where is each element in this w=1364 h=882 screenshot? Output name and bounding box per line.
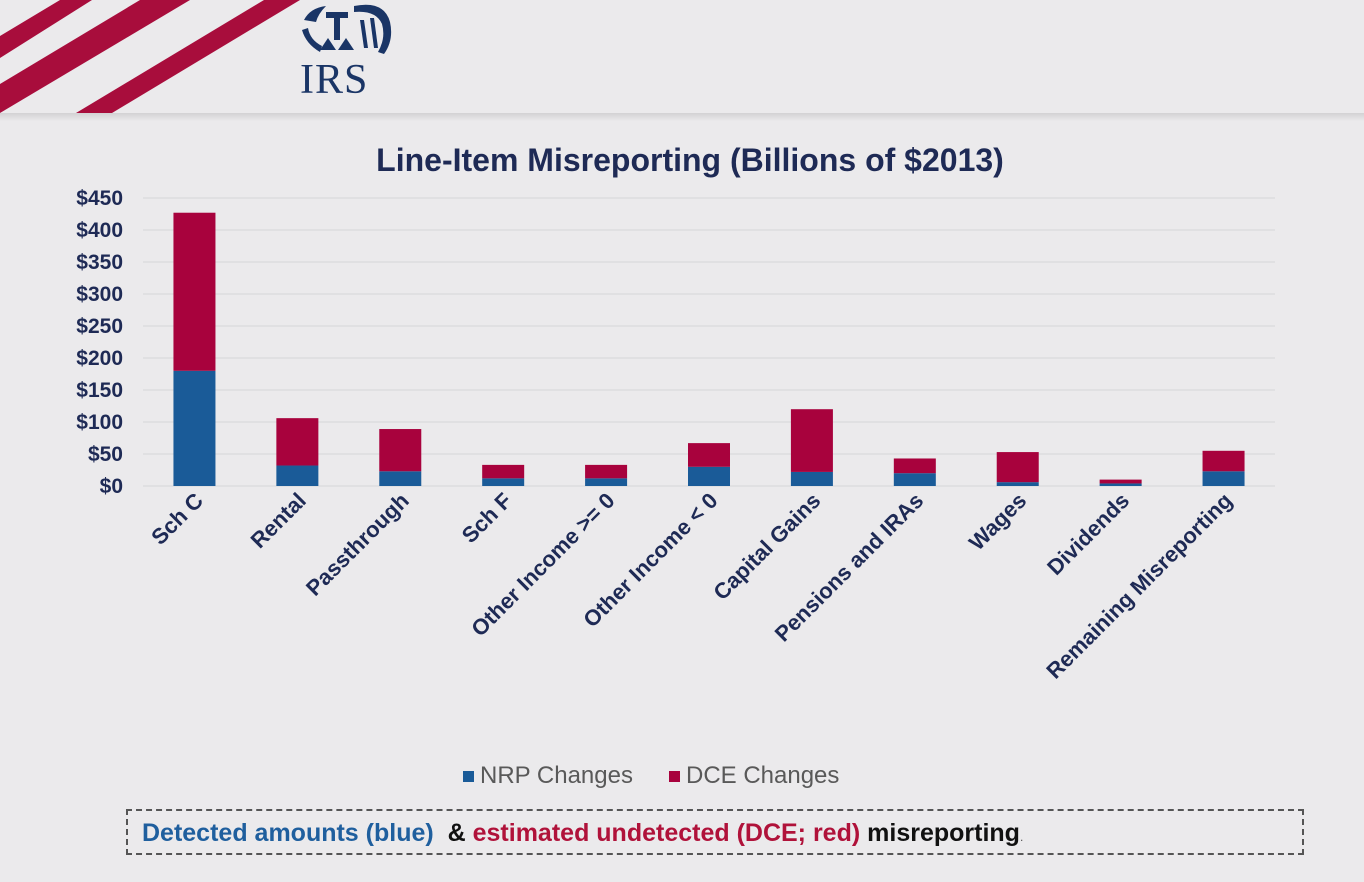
bar-nrp xyxy=(379,471,422,486)
bar-dce xyxy=(790,409,833,472)
bar-dce xyxy=(173,212,216,371)
legend-item-dce: DCE Changes xyxy=(668,762,840,790)
y-axis: $0 $50 $100 $150 $200 $250 $300 $350 $400 $450 xyxy=(76,187,123,498)
bar-dce xyxy=(379,429,422,472)
bars xyxy=(173,212,1245,486)
y-tick-label: $200 xyxy=(76,347,123,370)
bar-nrp xyxy=(790,471,833,486)
bar-dce xyxy=(996,452,1039,483)
y-tick-label: $300 xyxy=(76,283,123,306)
bar-nrp xyxy=(173,370,216,486)
gridlines xyxy=(143,197,1275,487)
y-tick-label: $100 xyxy=(76,411,123,434)
caption-ampersand: & xyxy=(447,819,466,847)
bar-dce xyxy=(893,458,936,474)
flag-stripes-decoration xyxy=(0,0,300,113)
bar-dce xyxy=(585,464,628,479)
x-tick-label: Rental xyxy=(246,488,311,553)
bar-dce xyxy=(482,464,525,479)
x-tick-label: Sch F xyxy=(457,488,517,548)
x-tick-label: Remaining Misreporting xyxy=(1041,488,1237,684)
legend-label-nrp: NRP Changes xyxy=(480,762,633,789)
y-tick-label: $400 xyxy=(76,219,123,242)
x-tick-label: Passthrough xyxy=(301,488,414,601)
bar-dce xyxy=(276,418,319,466)
bar-nrp xyxy=(688,466,730,486)
bar-nrp xyxy=(1099,483,1142,486)
legend-swatch-nrp xyxy=(463,770,474,782)
caption-detected: Detected amounts (blue) xyxy=(142,819,434,847)
bar-chart: $0 $50 $100 $150 $200 $250 $300 $350 $400 $450 Sc… xyxy=(76,187,1275,684)
y-tick-label: $0 xyxy=(100,475,123,498)
y-tick-label: $50 xyxy=(88,443,123,466)
chart-title: Line-Item Misreporting (Billions of $201… xyxy=(376,142,1004,178)
caption-period: . xyxy=(1019,830,1024,844)
x-tick-label: Sch C xyxy=(146,488,208,550)
bar-nrp xyxy=(585,478,628,486)
y-tick-label: $150 xyxy=(76,379,123,402)
x-tick-label: Capital Gains xyxy=(708,488,825,605)
caption-box: Detected amounts (blue) & estimated unde… xyxy=(126,809,1304,855)
legend-label-dce: DCE Changes xyxy=(685,762,840,789)
legend-swatch-dce xyxy=(668,770,680,782)
caption-misreporting: misreporting xyxy=(867,819,1020,847)
bar-dce xyxy=(1099,479,1142,484)
bar-dce xyxy=(1202,450,1245,472)
header-divider xyxy=(0,113,1364,121)
irs-eagle-icon xyxy=(302,4,392,54)
header-banner: IRS xyxy=(0,0,1364,113)
legend-item-nrp: NRP Changes xyxy=(463,762,633,790)
chart-legend: NRP Changes DCE Changes xyxy=(463,762,875,790)
bar-nrp xyxy=(996,482,1039,486)
caption-text: Detected amounts (blue) & estimated unde… xyxy=(142,819,1023,848)
caption-undetected: estimated undetected (DCE; red) xyxy=(472,819,861,847)
bar-nrp xyxy=(1202,471,1245,486)
y-tick-label: $450 xyxy=(76,187,123,210)
x-tick-label: Wages xyxy=(964,488,1031,555)
irs-logo-text: IRS xyxy=(300,57,369,103)
bar-nrp xyxy=(893,473,936,486)
y-tick-label: $350 xyxy=(76,251,123,274)
bar-dce xyxy=(688,443,730,467)
x-tick-label: Dividends xyxy=(1042,488,1134,580)
bar-nrp xyxy=(482,478,525,486)
bar-nrp xyxy=(276,465,319,486)
y-tick-label: $250 xyxy=(76,315,123,338)
